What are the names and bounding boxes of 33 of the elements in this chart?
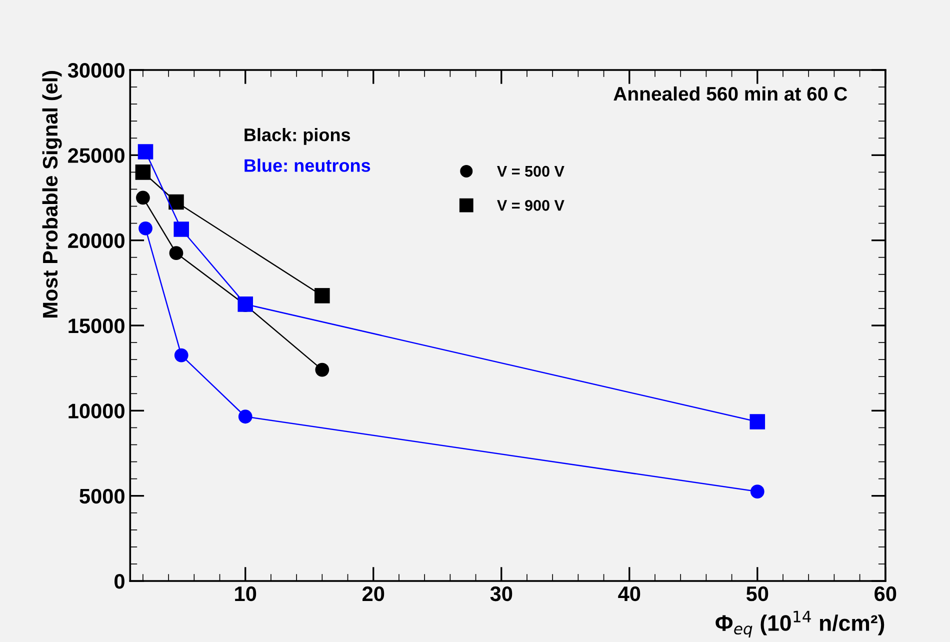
point xyxy=(238,410,252,424)
point xyxy=(138,221,152,236)
y-tick-label: 25000 xyxy=(68,148,124,163)
legend-label: V = 900 V xyxy=(497,200,564,211)
x-tick-label: 20 xyxy=(362,586,384,602)
y-tick-label: 20000 xyxy=(68,233,124,248)
x-tick-label: 50 xyxy=(746,586,768,602)
point xyxy=(168,194,184,210)
y-tick-label: 15000 xyxy=(68,318,124,334)
legend-label: V = 500 V xyxy=(497,166,564,177)
point xyxy=(750,414,766,430)
x-tick-label: 10 xyxy=(235,586,256,602)
x-tick-label: 60 xyxy=(874,586,896,602)
point xyxy=(169,246,184,260)
y-axis-title: Most Probable Signal (el) xyxy=(42,70,62,318)
point xyxy=(174,348,188,362)
x-tick-label: 40 xyxy=(618,586,640,602)
x-axis-title: Φ$_{eq}$ (10$^{14}$ n/cm²) xyxy=(716,610,884,638)
point xyxy=(136,190,150,205)
point xyxy=(135,164,151,180)
point xyxy=(174,222,189,237)
point xyxy=(750,484,764,499)
y-tick-label: 5000 xyxy=(80,488,124,504)
y-tick-label: 30000 xyxy=(68,62,124,78)
y-tick-label: 10000 xyxy=(68,404,124,418)
annotation: Annealed 560 min at 60 C xyxy=(614,86,848,101)
point xyxy=(314,288,330,304)
annotation: Blue: neutrons xyxy=(244,158,370,172)
x-tick-label: 30 xyxy=(490,586,512,602)
y-tick-label: 0 xyxy=(114,574,124,589)
annotation: Black: pions xyxy=(244,128,350,145)
point xyxy=(138,144,154,160)
point xyxy=(315,362,330,377)
